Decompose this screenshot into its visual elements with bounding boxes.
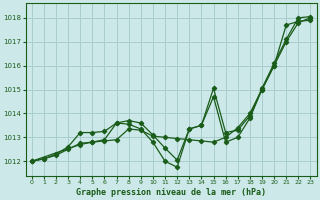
X-axis label: Graphe pression niveau de la mer (hPa): Graphe pression niveau de la mer (hPa)	[76, 188, 266, 197]
